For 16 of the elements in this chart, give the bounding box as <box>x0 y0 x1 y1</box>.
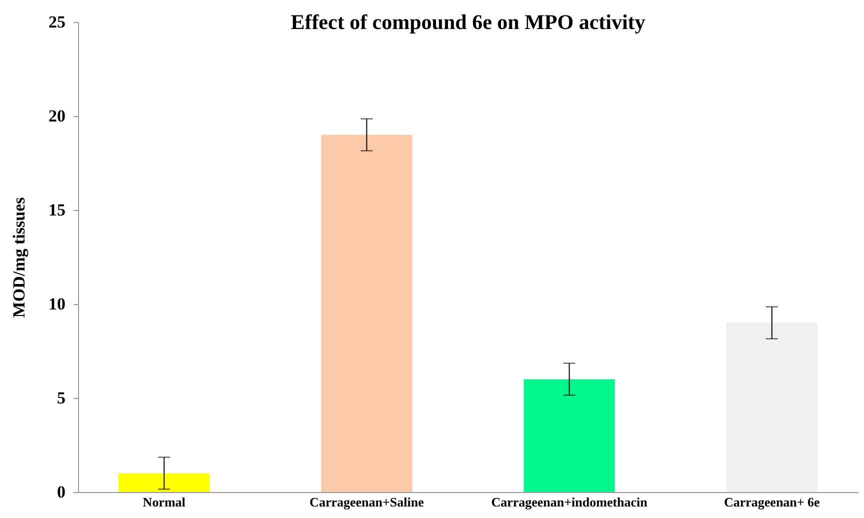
y-tick-label: 25 <box>48 12 66 32</box>
bar <box>524 379 615 492</box>
y-tick-label: 5 <box>57 388 66 408</box>
bar <box>726 322 818 492</box>
bar <box>118 473 210 492</box>
x-tick-label: Carrageenan+indomethacin <box>491 494 648 510</box>
x-tick-label: Carrageenan+ 6e <box>724 494 820 510</box>
bar <box>321 134 412 492</box>
y-tick-label: 20 <box>48 106 66 126</box>
chart-title: Effect of compound 6e on MPO activity <box>290 10 646 34</box>
x-tick-label: Carrageenan+Saline <box>310 494 424 510</box>
y-tick-label: 10 <box>48 294 66 314</box>
y-tick-label: 0 <box>57 482 66 502</box>
x-tick-label: Normal <box>142 494 186 510</box>
y-tick-label: 15 <box>48 200 66 220</box>
y-axis-title: MOD/mg tissues <box>10 196 28 318</box>
